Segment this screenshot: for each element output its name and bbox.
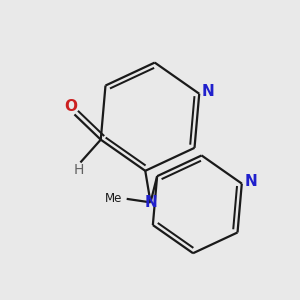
Text: Me: Me — [105, 192, 122, 205]
Text: N: N — [244, 174, 257, 189]
Text: H: H — [74, 163, 84, 177]
Text: N: N — [202, 85, 214, 100]
Text: N: N — [144, 195, 157, 210]
Text: O: O — [64, 99, 77, 114]
